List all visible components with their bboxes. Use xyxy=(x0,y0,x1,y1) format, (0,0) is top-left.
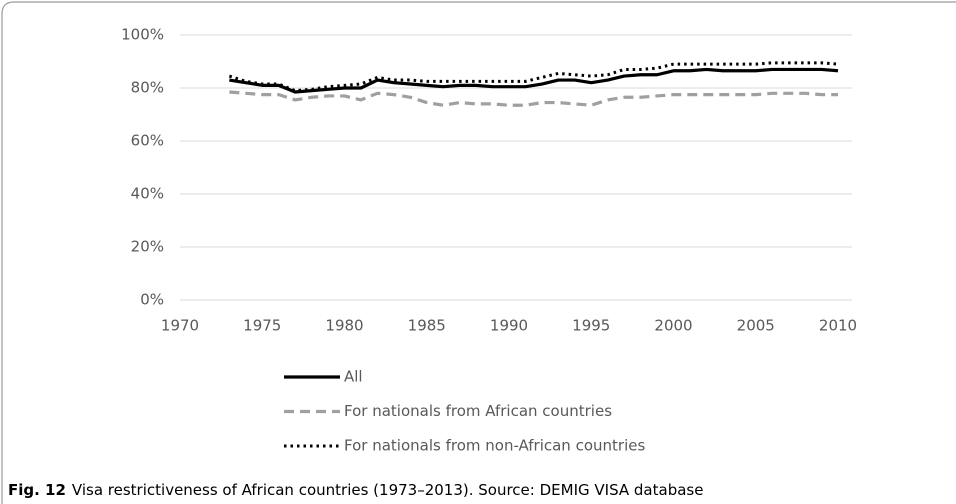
legend-label: For nationals from non-African countries xyxy=(344,437,645,455)
series-line xyxy=(228,61,839,93)
x-tick-label: 1990 xyxy=(490,317,528,335)
x-tick-label: 2010 xyxy=(819,317,857,335)
x-tick-label: 1975 xyxy=(243,317,281,335)
y-tick-label: 80% xyxy=(131,79,164,97)
y-tick-label: 40% xyxy=(131,185,164,203)
legend-label: All xyxy=(344,368,363,386)
y-tick-label: 20% xyxy=(131,238,164,256)
caption-text: Visa restrictiveness of African countrie… xyxy=(72,481,704,499)
y-tick-label: 60% xyxy=(131,132,164,150)
series-line xyxy=(229,90,838,107)
x-tick-label: 1980 xyxy=(325,317,363,335)
x-tick-label: 2005 xyxy=(737,317,775,335)
x-tick-label: 1985 xyxy=(408,317,446,335)
series-line xyxy=(229,67,839,94)
x-tick-label: 1970 xyxy=(161,317,199,335)
caption: Fig. 12 Visa restrictiveness of African c… xyxy=(8,481,703,499)
y-tick-label: 100% xyxy=(121,26,164,44)
x-tick-label: 1995 xyxy=(572,317,610,335)
caption-label: Fig. 12 xyxy=(8,481,66,499)
y-tick-label: 0% xyxy=(140,291,164,309)
x-tick-label: 2000 xyxy=(654,317,692,335)
legend-label: For nationals from African countries xyxy=(344,402,612,420)
